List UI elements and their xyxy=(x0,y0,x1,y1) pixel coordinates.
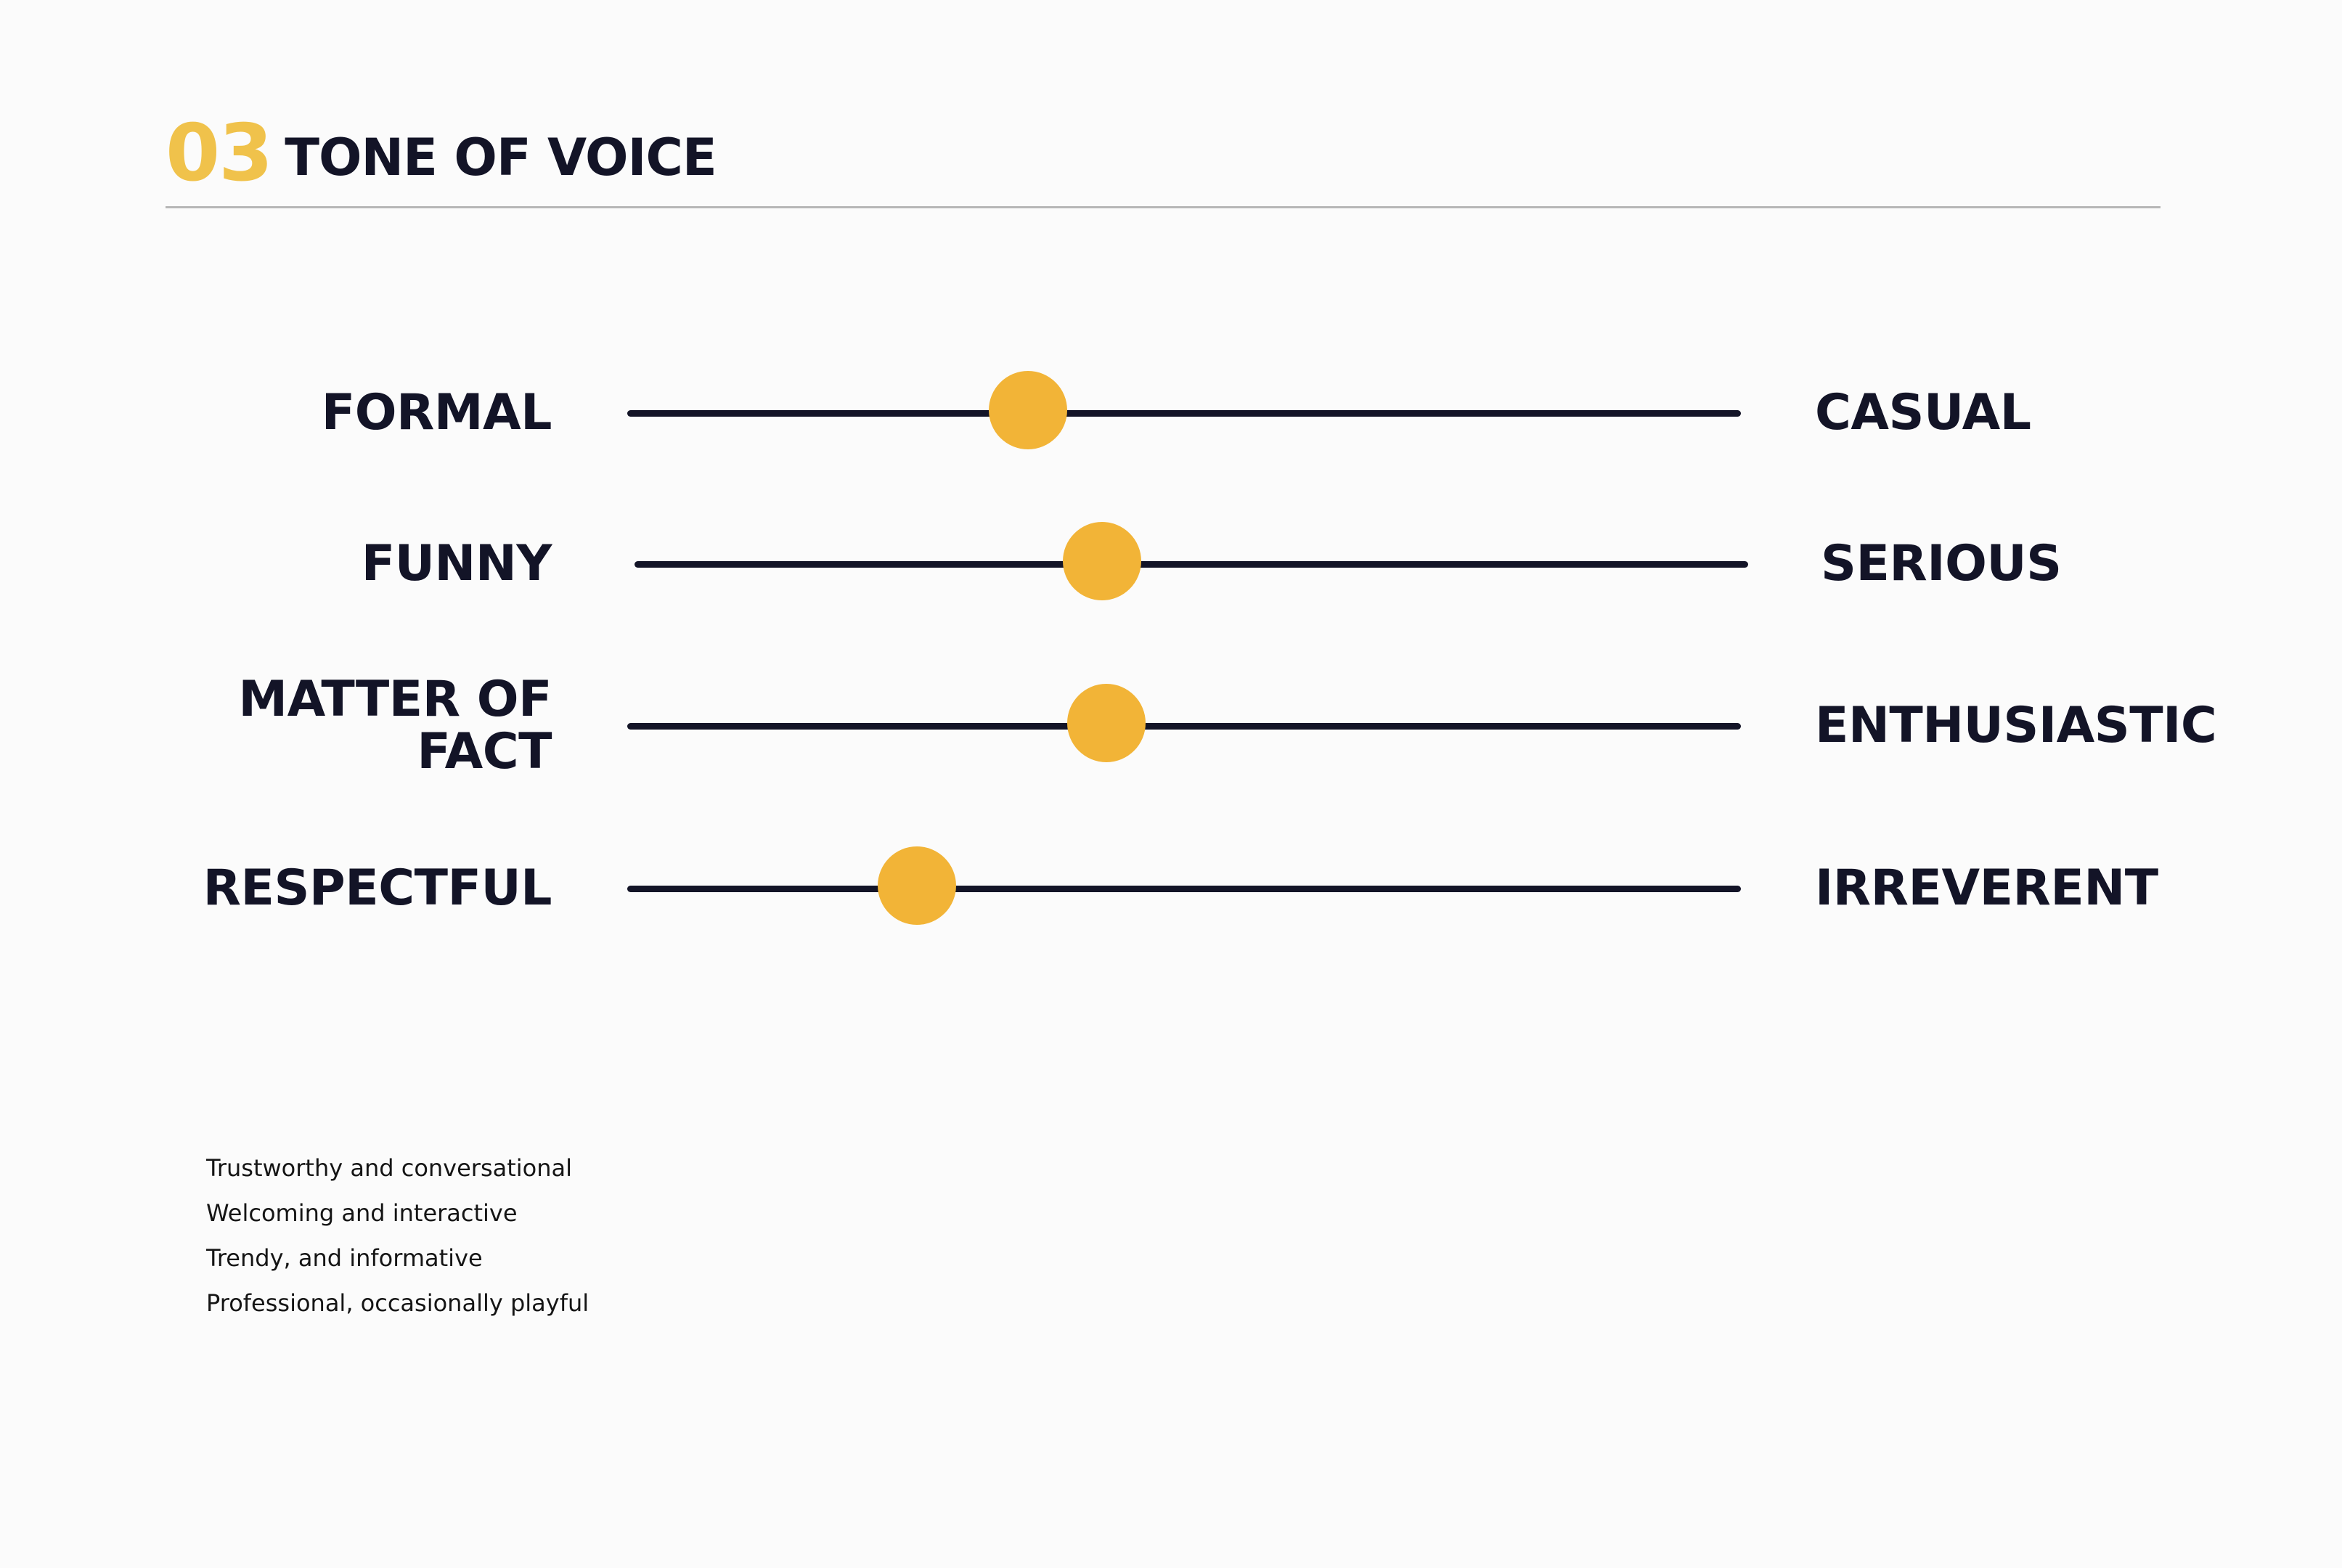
scale-track xyxy=(627,846,1741,925)
scale-knob[interactable] xyxy=(1063,522,1142,600)
scale-knob[interactable] xyxy=(1066,684,1146,762)
scale-right-label: IRREVERENT xyxy=(1815,859,2158,917)
scale-right-label: ENTHUSIASTIC xyxy=(1815,697,2217,754)
scale-right-label: SERIOUS xyxy=(1821,535,2062,592)
scale-track xyxy=(627,684,1741,762)
scale-track xyxy=(635,522,1748,600)
page-title: TONE OF VOICE xyxy=(285,128,717,187)
scale-left-label: MATTER OF FACT xyxy=(238,670,552,780)
page-header: 03 TONE OF VOICE xyxy=(166,115,717,193)
scale-left-label: RESPECTFUL xyxy=(203,859,552,917)
trait-item: Professional, occasionally playful xyxy=(206,1289,589,1317)
trait-item: Welcoming and interactive xyxy=(206,1199,518,1227)
section-number: 03 xyxy=(166,108,273,199)
scale-knob[interactable] xyxy=(877,846,956,925)
scale-right-label: CASUAL xyxy=(1815,384,2031,441)
scale-knob[interactable] xyxy=(989,371,1068,449)
trait-item: Trendy, and informative xyxy=(206,1244,483,1272)
traits-list: Trustworthy and conversational Welcoming… xyxy=(206,1146,589,1326)
header-divider xyxy=(166,206,2161,208)
trait-item: Trustworthy and conversational xyxy=(206,1154,573,1182)
scale-left-label: FORMAL xyxy=(321,383,552,441)
scale-left-label: FUNNY xyxy=(361,534,552,592)
scale-track xyxy=(627,371,1741,449)
